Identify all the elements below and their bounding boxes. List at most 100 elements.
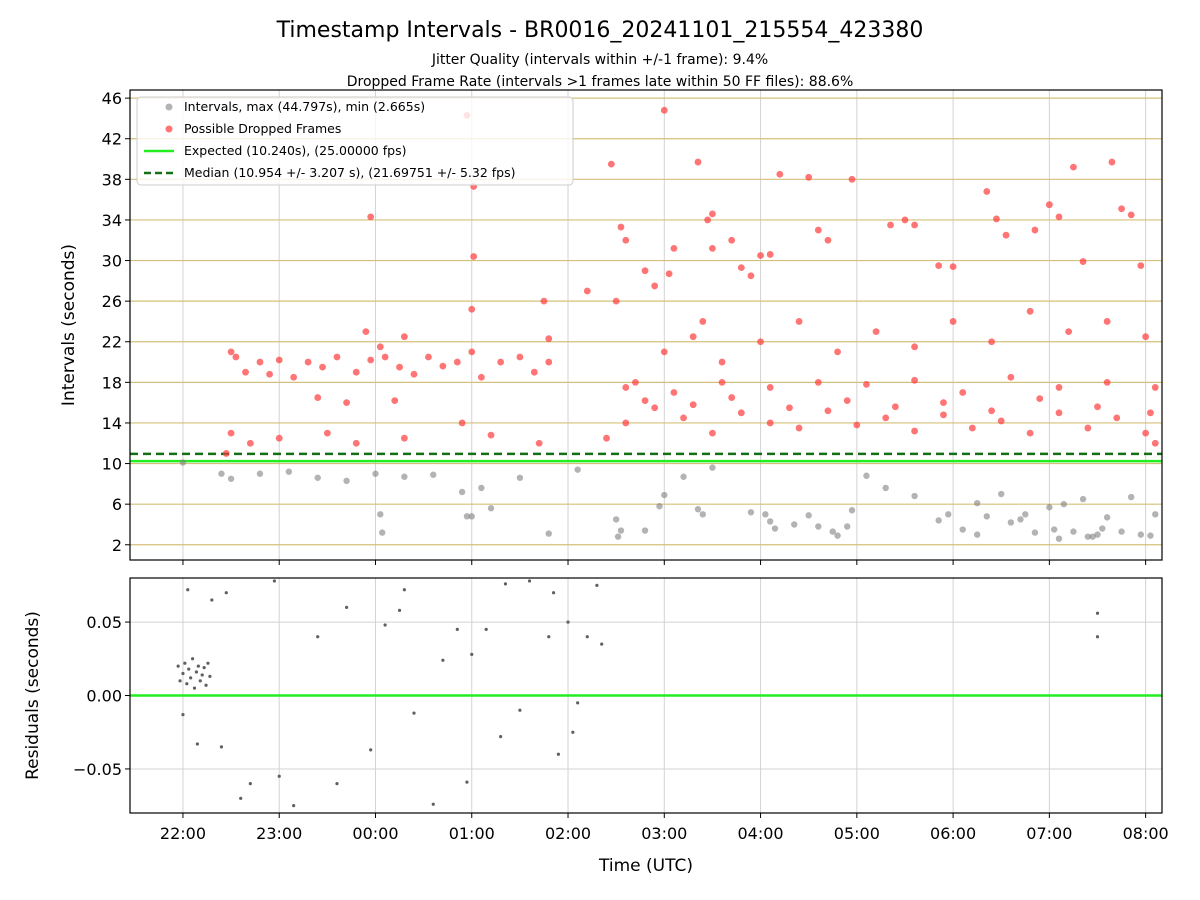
dropped-frame-point [935,262,943,270]
interval-point [815,523,822,530]
residual-point [178,679,182,683]
interval-point [379,529,386,536]
dropped-frame-point [1103,318,1111,325]
dropped-frame-point [266,370,273,378]
intervals-y-tick-label: 2 [112,536,122,555]
residual-point [190,657,195,661]
dropped-frame-point [535,439,543,447]
interval-point [1127,493,1135,501]
dropped-frame-point [468,305,476,313]
legend-label-expected: Expected (10.240s), (25.00000 fps) [184,143,406,158]
dropped-frame-point [882,414,890,422]
residual-point [585,635,589,639]
interval-point [998,490,1005,498]
residual-point [441,658,445,662]
residual-point [187,667,191,671]
dropped-frame-point [1084,424,1092,432]
dropped-frame-point [680,414,687,422]
interval-point [1094,531,1101,538]
dropped-frame-point [660,106,668,114]
dropped-frame-point [458,419,466,427]
interval-point [1060,500,1068,508]
dropped-frame-point [222,450,230,457]
residual-point [383,623,387,627]
interval-point [694,506,702,513]
interval-point [218,470,225,477]
residual-point [518,708,522,712]
residual-point [194,670,199,674]
interval-point [848,507,856,514]
dropped-frame-point [343,399,351,407]
dropped-frame-point [583,287,591,295]
residuals-x-axis-label: Time (UTC) [598,856,693,876]
dropped-frame-point [834,348,841,356]
interval-point [1099,525,1106,532]
intervals-reference-lines [130,452,1162,463]
dropped-frame-point [1094,403,1101,411]
interval-point [1031,529,1039,536]
dropped-frame-point [709,244,716,252]
residual-point [239,796,243,800]
interval-point [1137,531,1145,538]
interval-point [372,470,379,477]
dropped-frame-point [949,318,957,325]
dropped-frame-point [1055,409,1063,417]
dropped-frame-point [622,419,630,427]
interval-point [945,511,952,518]
residuals-x-tick-label: 22:00 [160,824,206,843]
interval-point [377,511,384,518]
interval-point [487,505,495,512]
interval-point [1079,495,1087,503]
interval-point [834,532,841,539]
dropped-frame-point [1002,231,1010,239]
residual-point [484,627,488,632]
dropped-frame-point [689,333,697,341]
intervals-plot-frame [129,89,1163,561]
dropped-frame-point [1103,378,1111,386]
residuals-points [176,579,1100,808]
intervals-y-tick-label: 30 [102,252,122,271]
interval-point [935,517,942,524]
interval-point [1152,511,1159,518]
residual-point [195,742,199,746]
interval-point [478,484,485,492]
dropped-frame-point [362,328,370,335]
interval-point [747,509,755,516]
dropped-frame-point [872,328,880,335]
dropped-frame-point [319,363,326,371]
dropped-frame-point [651,282,659,290]
dropped-frame-point [887,221,894,229]
dropped-frame-point [352,439,360,447]
dropped-frame-point [670,389,678,396]
interval-point [791,521,798,528]
dropped-frame-point [314,394,322,401]
dropped-frame-point [718,358,726,366]
residual-point [551,591,556,595]
residual-point [455,627,459,632]
dropped-frame-point [391,397,399,405]
dropped-frame-point [376,343,384,351]
dropped-frame-point [853,421,861,429]
intervals-grid [130,90,1162,560]
dropped-frame-point [641,397,649,405]
dropped-frame-point [612,297,620,305]
dropped-frame-point [530,368,538,376]
dropped-frame-point [632,378,639,386]
dropped-frame-point [603,434,610,442]
dropped-frame-point [246,439,254,447]
residual-point [219,745,224,749]
dropped-frame-point [911,427,918,435]
dropped-frame-point [1055,384,1063,391]
residuals-plot-frame [129,577,1163,814]
intervals-y-tick-label: 22 [102,333,122,352]
dropped-frame-point [704,216,712,224]
dropped-frame-point [290,373,298,381]
interval-point [973,531,981,538]
residual-point [204,683,208,687]
dropped-frame-point [814,226,822,234]
residuals-y-tick-label: −0.05 [73,760,122,779]
residuals-y-tick-label: 0.00 [86,687,122,706]
dropped-frame-point [1070,163,1077,171]
